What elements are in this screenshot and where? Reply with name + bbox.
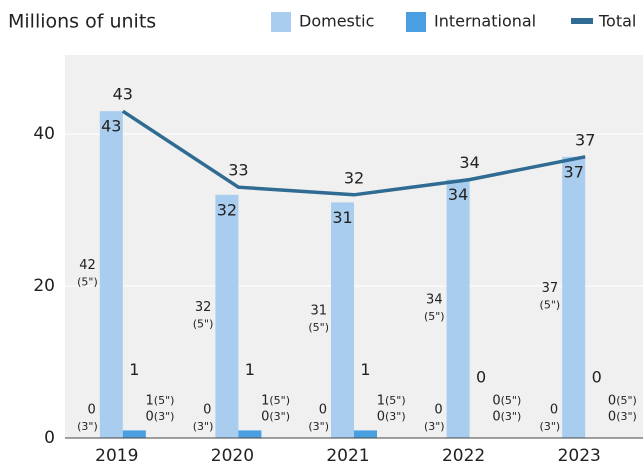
size-label: (5") bbox=[501, 394, 522, 407]
size-label: (5") bbox=[154, 394, 175, 407]
size-value-label: 0 bbox=[492, 410, 500, 425]
size-label: (3") bbox=[154, 410, 175, 423]
size-value-label: 0 bbox=[261, 410, 269, 425]
size-value-label: 0 bbox=[434, 403, 442, 418]
total-line bbox=[121, 109, 586, 197]
y-tick-label: 40 bbox=[33, 124, 55, 144]
bar-value-label: 0 bbox=[476, 368, 486, 387]
bar-value-label: 0 bbox=[592, 368, 602, 387]
size-label: (3") bbox=[616, 410, 637, 423]
bar-value-label: 1 bbox=[360, 360, 370, 379]
x-tick-label: 2019 bbox=[95, 446, 138, 466]
bar bbox=[122, 430, 146, 438]
size-label: (5") bbox=[77, 276, 98, 289]
x-tick-label: 2023 bbox=[558, 446, 601, 466]
size-label: (3") bbox=[269, 410, 290, 423]
size-value-label: 1 bbox=[377, 394, 385, 409]
size-label: (5") bbox=[540, 298, 561, 311]
bar bbox=[215, 194, 239, 438]
size-value-label: 0 bbox=[146, 410, 154, 425]
bar bbox=[562, 156, 586, 439]
legend-label: International bbox=[434, 12, 536, 31]
bar bbox=[238, 430, 262, 438]
size-value-label: 0 bbox=[203, 403, 211, 418]
line-value-label: 32 bbox=[344, 168, 364, 187]
size-value-label: 0 bbox=[492, 394, 500, 409]
size-value-label: 1 bbox=[146, 394, 154, 409]
legend-swatch bbox=[406, 12, 426, 32]
chart-title: Millions of units bbox=[8, 11, 156, 33]
bar-value-label: 31 bbox=[332, 208, 352, 227]
size-label: (3") bbox=[308, 420, 329, 433]
size-value-label: 31 bbox=[310, 304, 327, 319]
size-value-label: 42 bbox=[79, 258, 96, 273]
y-tick-label: 20 bbox=[33, 276, 55, 296]
size-value-label: 0 bbox=[377, 410, 385, 425]
size-label: (5") bbox=[308, 321, 329, 334]
bar bbox=[354, 430, 377, 438]
size-label: (3") bbox=[385, 410, 406, 423]
size-label: (3") bbox=[193, 420, 214, 433]
legend-label: Total bbox=[598, 12, 636, 31]
size-value-label: 0 bbox=[608, 410, 616, 425]
size-label: (3") bbox=[424, 420, 445, 433]
x-tick-label: 2020 bbox=[211, 446, 254, 466]
size-value-label: 32 bbox=[195, 300, 212, 315]
size-value-label: 34 bbox=[426, 292, 443, 307]
bar-value-label: 43 bbox=[101, 117, 121, 136]
size-value-label: 37 bbox=[542, 281, 559, 296]
bar-value-label: 34 bbox=[448, 185, 468, 204]
line-value-label: 34 bbox=[459, 153, 479, 172]
y-tick-label: 0 bbox=[44, 428, 55, 448]
size-label: (5") bbox=[269, 394, 290, 407]
bar-value-label: 1 bbox=[129, 360, 139, 379]
size-label: (3") bbox=[77, 420, 98, 433]
legend-swatch bbox=[571, 18, 593, 24]
bar bbox=[446, 179, 470, 438]
size-label: (3") bbox=[501, 410, 522, 423]
size-value-label: 0 bbox=[550, 403, 558, 418]
x-tick-label: 2021 bbox=[326, 446, 369, 466]
legend-label: Domestic bbox=[299, 12, 374, 31]
bar bbox=[99, 111, 123, 438]
line-value-label: 37 bbox=[575, 130, 595, 149]
size-label: (5") bbox=[616, 394, 637, 407]
bar-value-label: 37 bbox=[564, 162, 584, 181]
legend-swatch bbox=[271, 12, 291, 32]
size-label: (5") bbox=[385, 394, 406, 407]
size-value-label: 0 bbox=[608, 394, 616, 409]
x-tick-label: 2022 bbox=[442, 446, 485, 466]
size-value-label: 0 bbox=[319, 403, 327, 418]
bar-value-label: 32 bbox=[217, 200, 237, 219]
line-value-label: 33 bbox=[228, 161, 248, 180]
size-label: (5") bbox=[424, 310, 445, 323]
size-label: (5") bbox=[193, 317, 214, 330]
size-value-label: 1 bbox=[261, 394, 269, 409]
bar bbox=[331, 202, 354, 438]
bar-value-label: 1 bbox=[245, 360, 255, 379]
line-value-label: 43 bbox=[113, 85, 133, 104]
size-value-label: 0 bbox=[88, 403, 96, 418]
size-label: (3") bbox=[540, 420, 561, 433]
